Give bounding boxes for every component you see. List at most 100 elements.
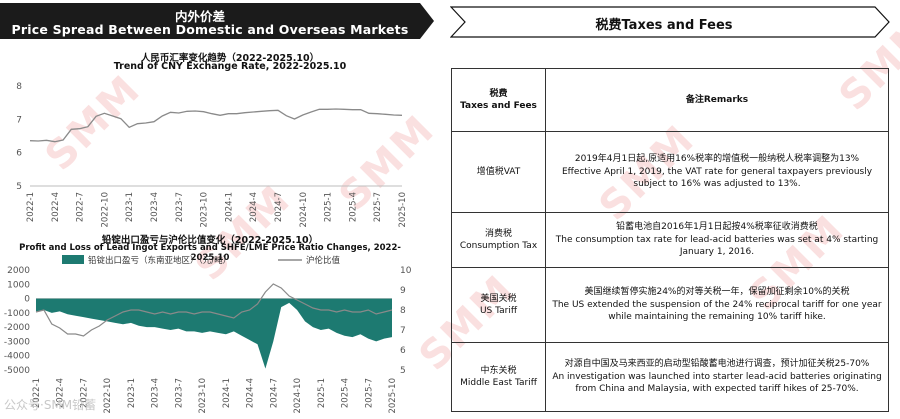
x-tick-label: 2022-7 xyxy=(76,192,86,222)
y-tick-label: 5 xyxy=(16,182,22,192)
footer-logo: 公众号·SMM铅蓄 xyxy=(4,398,97,412)
y-right-tick-label: 6 xyxy=(400,346,406,356)
left-header-title-cn: 内外价差 xyxy=(174,9,225,24)
x-tick-label: 2025-10 xyxy=(388,378,398,414)
series-area-export-profit xyxy=(36,298,392,369)
row-remark-cn: 2019年4月1日起,原适用16%税率的增值税一般纳税人税率调整为13% xyxy=(574,154,860,165)
y-left-tick-label: 2000 xyxy=(7,266,30,276)
table-header-taxes: 税费 Taxes and Fees xyxy=(451,68,546,132)
row-tax-name-en: US Tariff xyxy=(479,306,518,316)
row-tax-name: 增值税VAT xyxy=(451,131,546,213)
y-right-tick-label: 7 xyxy=(400,326,406,336)
row-tax-name-cn: 消费税 xyxy=(484,228,512,239)
y-right-tick-label: 9 xyxy=(400,286,406,296)
table-row: 消费税 Consumption Tax 铅蓄电池自2016年1月1日起按4%税率… xyxy=(451,212,889,268)
x-tick-label: 2024-1 xyxy=(222,378,232,408)
x-tick-label: 2025-4 xyxy=(348,192,358,222)
taxes-fees-table: 税费 Taxes and Fees 备注Remarks 增值税VAT 2019年… xyxy=(451,68,889,412)
row-remark-cn: 美国继续暂停实施24%的对等关税一年，保留加征剩余10%的关税 xyxy=(584,287,850,298)
row-tax-name: 消费税 Consumption Tax xyxy=(451,212,546,268)
row-remark-en: The consumption tax rate for lead-acid b… xyxy=(555,234,879,258)
x-tick-label: 2025-4 xyxy=(341,378,351,408)
legend-label-ratio: 沪伦比值 xyxy=(306,255,341,266)
right-banner-shape xyxy=(450,6,890,38)
row-tax-name-cn: 美国关税 xyxy=(480,293,517,304)
table-row: 美国关税 US Tariff 美国继续暂停实施24%的对等关税一年，保留加征剩余… xyxy=(451,267,889,343)
x-tick-label: 2024-4 xyxy=(249,192,259,222)
y-left-tick-label: 1000 xyxy=(7,280,30,290)
table-row: 增值税VAT 2019年4月1日起,原适用16%税率的增值税一般纳税人税率调整为… xyxy=(451,131,889,213)
y-right-tick-label: 5 xyxy=(400,366,406,376)
x-tick-label: 2022-1 xyxy=(32,378,42,408)
x-tick-label: 2023-7 xyxy=(175,192,185,222)
y-left-tick-label: -3000 xyxy=(4,337,30,347)
x-tick-label: 2025-1 xyxy=(324,192,334,222)
x-tick-label: 2025-7 xyxy=(373,192,383,222)
x-tick-label: 2023-4 xyxy=(151,378,161,408)
row-remark: 对源自中国及马来西亚的启动型铅酸蓄电池进行调查，预计加征关税25-70% An … xyxy=(545,342,889,412)
row-remark-en: An investigation was launched into start… xyxy=(552,371,882,395)
table-header-remarks: 备注Remarks xyxy=(545,68,889,132)
table-header-row: 税费 Taxes and Fees 备注Remarks xyxy=(451,68,889,132)
right-header-banner: 税费Taxes and Fees xyxy=(450,6,890,38)
row-remark-cn: 铅蓄电池自2016年1月1日起按4%税率征收消费税 xyxy=(616,222,818,233)
x-tick-label: 2024-1 xyxy=(224,192,234,222)
chart1-title: 人民币汇率变化趋势（2022-2025.10） xyxy=(140,53,320,64)
x-tick-label: 2022-4 xyxy=(56,378,66,408)
x-tick-label: 2023-1 xyxy=(125,192,135,222)
y-right-tick-label: 10 xyxy=(400,266,412,276)
chart1-exchange-rate: 5 6 7 8 2022-1 2022-4 2022-7 2022-10 2023-1 2023-… xyxy=(16,82,408,228)
left-header-banner: 内外价差 Price Spread Between Domestic and O… xyxy=(0,3,434,39)
x-tick-label: 2022-10 xyxy=(103,378,113,414)
y-left-tick-label: -1000 xyxy=(4,309,30,319)
left-header-title-en: Price Spread Between Domestic and Overse… xyxy=(11,22,409,37)
x-tick-label: 2023-4 xyxy=(150,192,160,222)
y-tick-label: 8 xyxy=(16,82,22,92)
x-tick-label: 2025-1 xyxy=(317,378,327,408)
chart1-subtitle: Trend of CNY Exchange Rate, 2022-2025.10 xyxy=(113,61,347,72)
x-tick-label: 2023-10 xyxy=(198,378,208,414)
left-banner-shape xyxy=(0,3,434,39)
row-remark: 铅蓄电池自2016年1月1日起按4%税率征收消费税 The consumptio… xyxy=(545,212,889,268)
y-left-tick-label: -5000 xyxy=(4,366,30,376)
legend-swatch-profit xyxy=(62,255,84,264)
header-taxes-cn: 税费 xyxy=(489,88,508,99)
y-tick-label: 7 xyxy=(16,115,22,125)
y-right-tick-label: 8 xyxy=(400,306,406,316)
x-tick-label: 2024-10 xyxy=(293,378,303,414)
table-row: 中东关税 Middle East Tariff 对源自中国及马来西亚的启动型铅酸… xyxy=(451,342,889,412)
row-remark: 2019年4月1日起,原适用16%税率的增值税一般纳税人税率调整为13% Eff… xyxy=(545,131,889,213)
x-tick-label: 2023-7 xyxy=(174,378,184,408)
y-left-tick-label: 0 xyxy=(24,295,30,305)
row-tax-name: 美国关税 US Tariff xyxy=(451,267,546,343)
right-header-title: 税费Taxes and Fees xyxy=(595,18,733,33)
legend-label-profit: 铅锭出口盈亏（东南亚地区）（元/吨） xyxy=(88,255,231,266)
series-line-shfe-lme-ratio xyxy=(35,283,393,337)
x-tick-label: 2025-10 xyxy=(398,192,408,228)
x-tick-label: 2023-10 xyxy=(200,192,210,228)
x-tick-label: 2025-7 xyxy=(364,378,374,408)
x-tick-label: 2022-10 xyxy=(100,192,110,228)
chart2-title: 铅锭出口盈亏与沪伦比值变化（2022-2025.10） xyxy=(101,235,319,246)
row-tax-name-cn: 中东关税 xyxy=(480,365,517,376)
row-tax-name-cn: 增值税VAT xyxy=(476,166,521,177)
chart2-lead-export-profit: 铅锭出口盈亏（东南亚地区）（元/吨） 沪伦比值 2000 1000 0 -1000 -200… xyxy=(4,255,412,414)
row-remark-cn: 对源自中国及马来西亚的启动型铅酸蓄电池进行调查，预计加征关税25-70% xyxy=(564,359,870,370)
chart2-subtitle: Profit and Loss of Lead Ingot Exports an… xyxy=(19,243,401,263)
series-line-cny-rate xyxy=(29,108,403,143)
row-tax-name-en: Middle East Tariff xyxy=(460,378,537,388)
x-tick-label: 2023-1 xyxy=(127,378,137,408)
x-tick-label: 2022-7 xyxy=(79,378,89,408)
row-remark-en: The US extended the suspension of the 24… xyxy=(552,299,882,323)
x-tick-label: 2024-7 xyxy=(269,378,279,408)
header-taxes-en: Taxes and Fees xyxy=(460,101,537,111)
row-remark-en: Effective April 1, 2019, the VAT rate fo… xyxy=(561,166,873,190)
y-left-tick-label: -2000 xyxy=(4,323,30,333)
row-tax-name: 中东关税 Middle East Tariff xyxy=(451,342,546,412)
y-left-tick-label: -4000 xyxy=(4,352,30,362)
row-remark: 美国继续暂停实施24%的对等关税一年，保留加征剩余10%的关税 The US e… xyxy=(545,267,889,343)
x-tick-label: 2022-4 xyxy=(51,192,61,222)
x-tick-label: 2024-7 xyxy=(274,192,284,222)
row-tax-name-en: Consumption Tax xyxy=(459,241,538,251)
y-tick-label: 6 xyxy=(16,149,22,159)
